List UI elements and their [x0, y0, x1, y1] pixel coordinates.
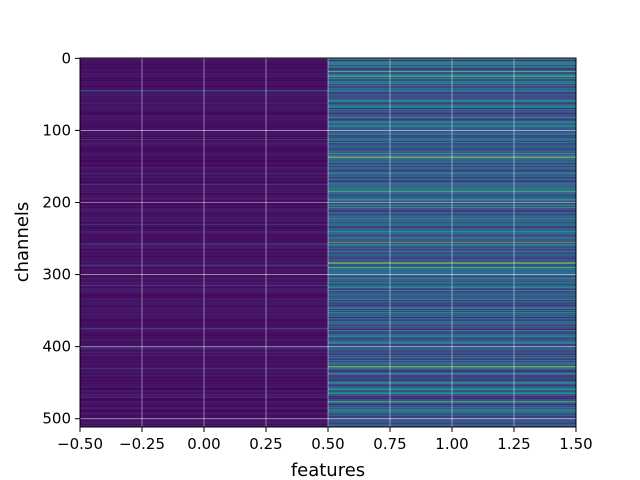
x-tick-label: 1.25 — [497, 435, 530, 453]
y-tick-label: 100 — [42, 121, 71, 139]
y-axis-ticks: 0 100 200 300 400 500 — [42, 49, 80, 428]
x-axis-label: features — [291, 460, 365, 480]
y-tick-label: 400 — [42, 338, 71, 356]
x-tick-label: 0.50 — [311, 435, 344, 453]
x-tick-label: 0.25 — [249, 435, 282, 453]
x-tick-label: 1.00 — [435, 435, 468, 453]
y-tick-label: 0 — [61, 49, 71, 67]
x-tick-label: 0.00 — [187, 435, 220, 453]
y-tick-label: 500 — [42, 410, 71, 428]
y-tick-label: 300 — [42, 266, 71, 284]
x-tick-label: 1.50 — [559, 435, 592, 453]
x-axis-ticks: −0.50 −0.25 0.00 0.25 0.50 0.75 1.00 1.25 1.50 — [57, 427, 593, 453]
y-axis-label: channels — [12, 202, 33, 283]
x-tick-label: 0.75 — [373, 435, 406, 453]
x-tick-label: −0.25 — [119, 435, 165, 453]
x-tick-label: −0.50 — [57, 435, 103, 453]
y-tick-label: 200 — [42, 194, 71, 212]
